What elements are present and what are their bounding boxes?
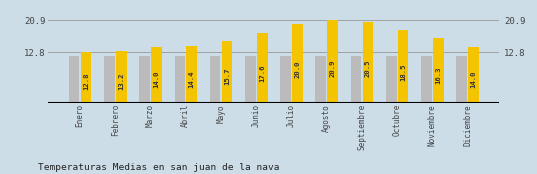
Bar xyxy=(69,56,79,103)
Text: 13.2: 13.2 xyxy=(118,72,124,89)
Text: 12.8: 12.8 xyxy=(83,73,89,90)
Bar xyxy=(151,47,162,103)
Bar xyxy=(468,47,479,103)
Text: Temperaturas Medias en san juan de la nava: Temperaturas Medias en san juan de la na… xyxy=(38,163,279,172)
Text: 14.4: 14.4 xyxy=(189,70,195,88)
Bar xyxy=(315,56,326,103)
Bar xyxy=(351,56,361,103)
Bar xyxy=(280,56,291,103)
Text: 20.0: 20.0 xyxy=(294,61,300,78)
Bar xyxy=(257,33,267,103)
Bar xyxy=(421,56,432,103)
Bar xyxy=(186,46,197,103)
Bar xyxy=(362,22,373,103)
Bar xyxy=(81,52,91,103)
Bar xyxy=(245,56,256,103)
Text: 14.0: 14.0 xyxy=(154,71,159,88)
Text: 14.0: 14.0 xyxy=(470,71,476,88)
Bar xyxy=(175,56,185,103)
Bar xyxy=(433,38,444,103)
Bar xyxy=(292,24,303,103)
Bar xyxy=(210,56,220,103)
Bar xyxy=(398,30,409,103)
Bar xyxy=(222,41,233,103)
Text: 18.5: 18.5 xyxy=(400,63,406,81)
Bar xyxy=(116,50,127,103)
Text: 16.3: 16.3 xyxy=(436,67,441,84)
Bar xyxy=(104,56,115,103)
Bar xyxy=(456,56,467,103)
Text: 17.6: 17.6 xyxy=(259,65,265,82)
Text: 20.5: 20.5 xyxy=(365,60,371,77)
Text: 20.9: 20.9 xyxy=(330,59,336,77)
Bar xyxy=(139,56,150,103)
Text: 15.7: 15.7 xyxy=(224,68,230,85)
Bar xyxy=(386,56,396,103)
Bar xyxy=(328,20,338,103)
